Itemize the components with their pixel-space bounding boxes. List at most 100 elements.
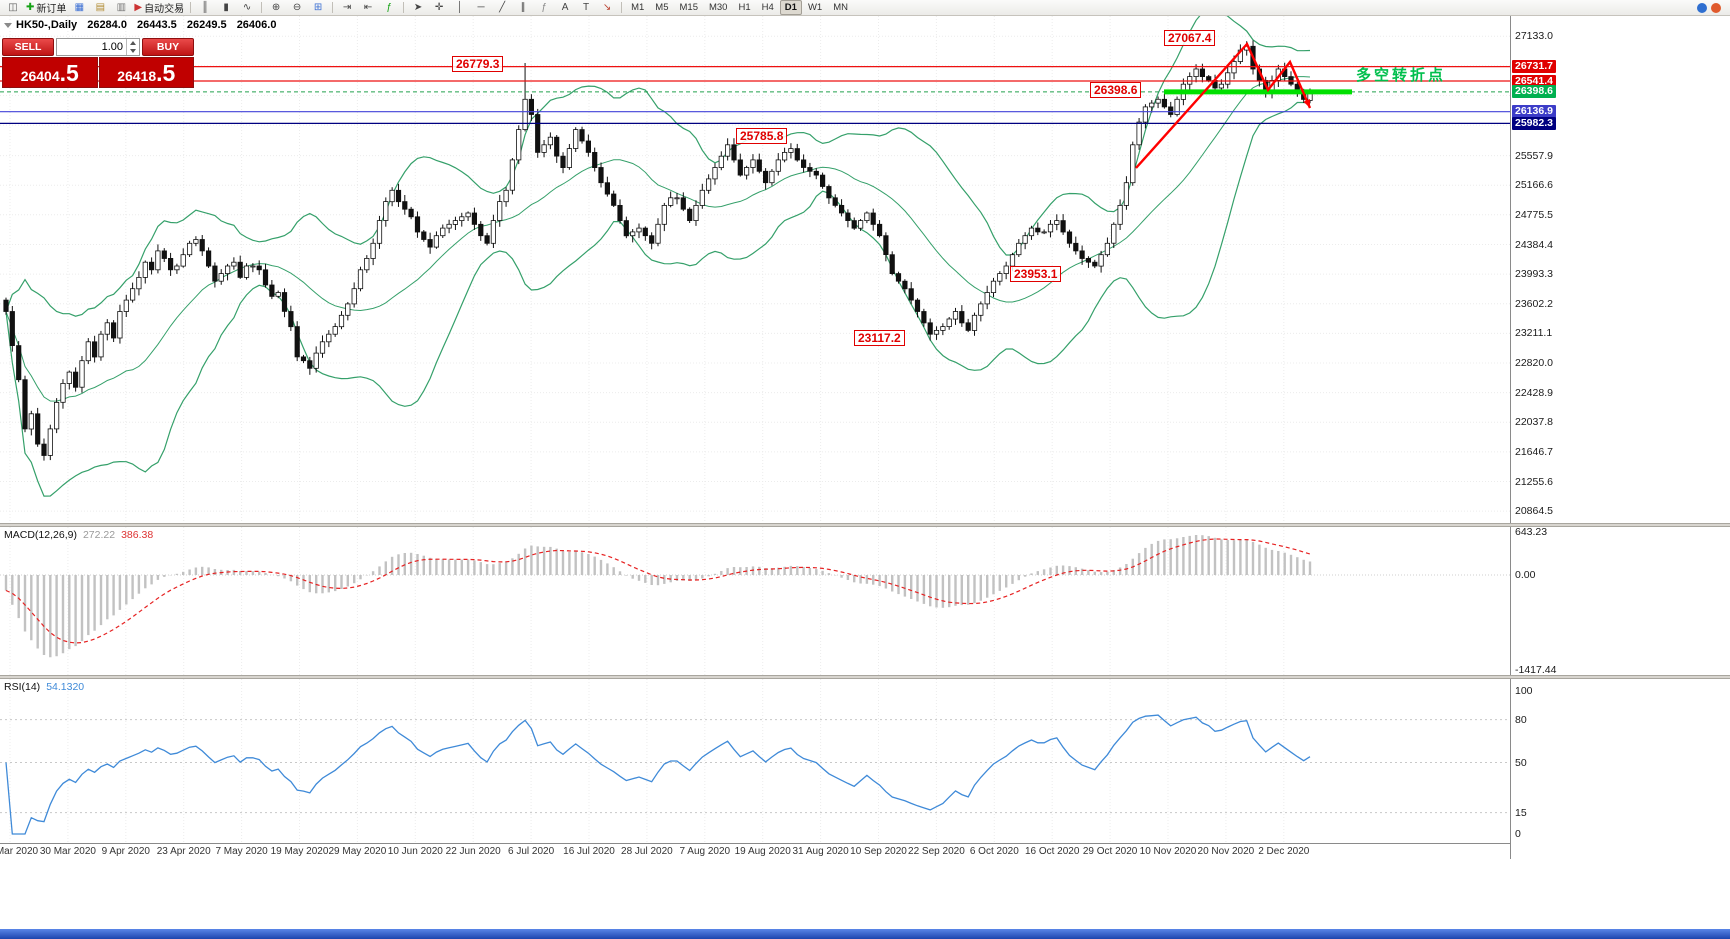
connection-status-icon[interactable] (1697, 3, 1707, 13)
price-axis-tick: 23993.3 (1515, 268, 1553, 280)
fibonacci[interactable]: ƒ (534, 1, 554, 15)
rsi-axis-tick: 0 (1515, 828, 1521, 840)
line-chart[interactable]: ∿ (237, 1, 257, 15)
date-axis-label: 7 May 2020 (210, 846, 274, 857)
date-axis-label: 6 Jul 2020 (499, 846, 563, 857)
macd-axis-tick: -1417.44 (1515, 664, 1556, 676)
cursor[interactable]: ➤ (408, 1, 428, 15)
buy-button[interactable]: BUY (142, 38, 194, 56)
macd-panel[interactable]: MACD(12,26,9)272.22386.38 (0, 527, 1510, 675)
equidistant-channel[interactable]: ∥ (513, 1, 533, 15)
bar-chart[interactable]: ║ (195, 1, 215, 15)
auto-scroll[interactable]: ⇥ (337, 1, 357, 15)
date-axis-label: 30 Mar 2020 (36, 846, 100, 857)
panel-splitter[interactable] (0, 675, 1730, 679)
tf-h4[interactable]: H4 (757, 0, 779, 15)
toolbar-right-icons (1697, 3, 1727, 13)
candlestick-chart[interactable]: ▮ (216, 1, 236, 15)
text-label[interactable]: T (576, 1, 596, 15)
sell-price-display[interactable]: 26404 .5 (2, 57, 98, 88)
main-chart-panel[interactable]: HK50-,Daily 26284.0 26443.5 26249.5 2640… (0, 16, 1510, 523)
new-order-label: 新订单 (36, 0, 66, 15)
indicators-list-icon: ƒ (386, 1, 392, 15)
price-axis-tick: 21646.7 (1515, 446, 1553, 458)
equidistant-channel-icon: ∥ (521, 1, 526, 15)
autotrading[interactable]: ▶自动交易 (132, 1, 186, 15)
date-axis-label: 29 May 2020 (325, 846, 389, 857)
text[interactable]: A (555, 1, 575, 15)
tf-d1[interactable]: D1 (780, 0, 802, 15)
vertical-line[interactable]: │ (450, 1, 470, 15)
crosshair[interactable]: ✛ (429, 1, 449, 15)
buy-price-display[interactable]: 26418 .5 (99, 57, 195, 88)
price-axis: 27133.025557.925166.624775.524384.423993… (1510, 16, 1730, 859)
news-indicator-icon[interactable] (1711, 3, 1721, 13)
date-axis-label: 10 Jun 2020 (383, 846, 447, 857)
candlestick-series (4, 41, 1312, 461)
new-order[interactable]: ✚新订单 (24, 1, 68, 15)
price-annotation[interactable]: 26779.3 (452, 56, 503, 72)
tile-windows[interactable]: ⊞ (308, 1, 328, 15)
chart-shift[interactable]: ⇤ (358, 1, 378, 15)
taskbar-strip (0, 929, 1730, 939)
one-click-collapse-icon[interactable] (4, 23, 12, 28)
macd-signal-value: 386.38 (121, 529, 153, 541)
main-chart-svg[interactable] (0, 16, 1510, 523)
date-axis-label: 16 Oct 2020 (1020, 846, 1084, 857)
auto-scroll-icon: ⇥ (343, 1, 351, 15)
trendline-icon: ╱ (499, 1, 505, 15)
tf-m1[interactable]: M1 (626, 0, 649, 15)
sell-price-main: 26404 (21, 62, 60, 90)
rsi-axis-tick: 100 (1515, 685, 1533, 697)
volume-input[interactable]: 1.00 (56, 38, 140, 56)
buy-price-frac: .5 (156, 59, 175, 87)
tf-m5[interactable]: M5 (650, 0, 673, 15)
cursor-icon: ➤ (414, 1, 422, 15)
navigator[interactable]: ▥ (111, 1, 131, 15)
volume-stepper[interactable] (126, 39, 139, 55)
zoom-out-icon: ⊖ (293, 1, 301, 15)
price-annotation[interactable]: 23117.2 (854, 330, 905, 346)
price-annotation[interactable]: 26398.6 (1090, 82, 1141, 98)
toolbar-separator (332, 2, 333, 13)
turning-point-note[interactable]: 多空转折点 (1356, 64, 1446, 85)
date-axis-label: 28 Jul 2020 (615, 846, 679, 857)
zoom-out[interactable]: ⊖ (287, 1, 307, 15)
tf-h1[interactable]: H1 (733, 0, 755, 15)
price-axis-tick: 24384.4 (1515, 239, 1553, 251)
macd-axis-tick: 0.00 (1515, 569, 1535, 581)
zoom-in[interactable]: ⊕ (266, 1, 286, 15)
price-axis-tick: 21255.6 (1515, 476, 1553, 488)
price-axis-tick: 24775.5 (1515, 209, 1553, 221)
date-axis-label: 29 Oct 2020 (1078, 846, 1142, 857)
indicators-list[interactable]: ƒ (379, 1, 399, 15)
sell-button[interactable]: SELL (2, 38, 54, 56)
volume-down-icon[interactable] (127, 47, 139, 55)
horizontal-line-icon: ─ (478, 1, 485, 15)
toolbar-separator (621, 2, 622, 13)
data-window[interactable]: ▤ (90, 1, 110, 15)
market-watch[interactable]: ▦ (69, 1, 89, 15)
volume-value[interactable]: 1.00 (57, 39, 126, 55)
arrow-object[interactable]: ↘ (597, 1, 617, 15)
rsi-panel[interactable]: RSI(14)54.1320 (0, 679, 1510, 843)
horizontal-line[interactable]: ─ (471, 1, 491, 15)
price-axis-tick: 25557.9 (1515, 150, 1553, 162)
date-axis-label: 10 Nov 2020 (1136, 846, 1200, 857)
trendline[interactable]: ╱ (492, 1, 512, 15)
crosshair-icon: ✛ (435, 1, 443, 15)
tf-w1[interactable]: W1 (803, 0, 827, 15)
volume-up-icon[interactable] (127, 39, 139, 47)
tf-mn[interactable]: MN (828, 0, 853, 15)
price-annotation[interactable]: 23953.1 (1010, 266, 1061, 282)
new-chart[interactable]: ◫ (3, 1, 23, 15)
tf-m15[interactable]: M15 (675, 0, 703, 15)
tf-m30[interactable]: M30 (704, 0, 732, 15)
date-axis-label: 10 Sep 2020 (847, 846, 911, 857)
text-label-icon: T (583, 1, 589, 15)
panel-splitter[interactable] (0, 523, 1730, 527)
price-annotation[interactable]: 27067.4 (1164, 30, 1215, 46)
price-annotation[interactable]: 25785.8 (736, 128, 787, 144)
price-axis-tick: 22428.9 (1515, 387, 1553, 399)
macd-name: MACD(12,26,9) (4, 529, 77, 541)
